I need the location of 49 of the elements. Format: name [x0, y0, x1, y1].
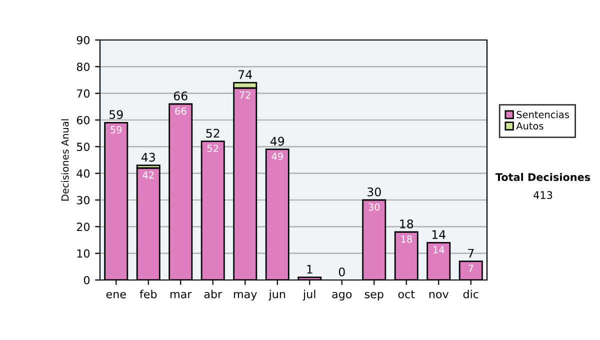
total-label: 0 — [338, 267, 345, 276]
total-label: 7 — [468, 248, 474, 258]
x-tick-label: dic — [463, 290, 478, 298]
total-label: 43 — [141, 152, 155, 162]
x-tick-label: oct — [398, 290, 415, 298]
total-label: 66 — [174, 91, 188, 100]
data-label: 14 — [434, 246, 444, 254]
data-label: 42 — [142, 171, 154, 179]
y-tick-label: 10 — [77, 249, 90, 258]
x-tick-label: jun — [268, 290, 286, 300]
y-tick-label: 60 — [76, 116, 90, 124]
data-label: 66 — [175, 107, 186, 115]
data-label: 49 — [272, 152, 283, 160]
data-label: 72 — [240, 91, 250, 99]
x-tick-label: jul — [302, 290, 316, 300]
y-tick-label: 30 — [76, 196, 90, 204]
total-label: 49 — [270, 136, 284, 146]
x-tick-label: mar — [170, 292, 192, 298]
x-tick-label: may — [234, 292, 257, 300]
y-tick-label: 50 — [76, 142, 90, 152]
total-label: 52 — [206, 128, 220, 138]
total-label: 1 — [307, 264, 312, 274]
x-tick-label: feb — [140, 290, 157, 298]
y-tick-label: 40 — [76, 169, 90, 178]
text: Total Decisiones — [495, 172, 590, 182]
y-tick-label: 90 — [76, 36, 90, 44]
x-tick-label: nov — [429, 292, 448, 298]
total-label: 14 — [432, 230, 446, 239]
total-label: 18 — [400, 219, 414, 228]
y-tick-label: 70 — [77, 89, 90, 98]
data-label: 30 — [368, 203, 380, 211]
total-label: 30 — [368, 187, 381, 196]
y-tick-label: 0 — [84, 276, 90, 284]
data-label: 7 — [468, 264, 474, 272]
y-axis-title: Decisiones Anual — [61, 119, 69, 201]
y-tick-label: 80 — [76, 62, 90, 72]
total-label: 74 — [238, 70, 252, 79]
total-label: 59 — [110, 110, 123, 120]
data-label: 18 — [401, 235, 412, 243]
x-tick-label: sep — [364, 292, 384, 300]
legend-label: Autos — [516, 122, 544, 130]
text: 413 — [534, 191, 552, 200]
data-label: 59 — [110, 126, 122, 134]
x-tick-label: abr — [204, 290, 222, 298]
legend-label: Sentencias — [516, 110, 569, 118]
x-tick-label: ago — [332, 292, 352, 300]
x-tick-label: ene — [106, 292, 126, 298]
data-label: 52 — [207, 144, 218, 152]
y-tick-label: 20 — [76, 222, 90, 232]
